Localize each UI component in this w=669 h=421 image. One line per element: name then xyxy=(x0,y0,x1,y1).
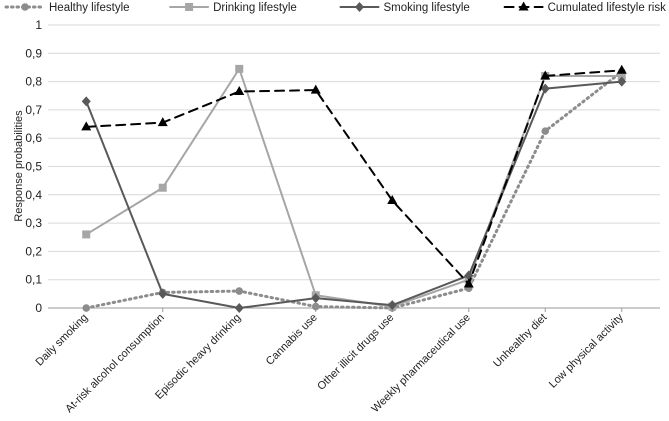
data-point xyxy=(81,121,92,131)
data-point xyxy=(310,84,321,94)
data-point xyxy=(617,71,626,80)
gridlines xyxy=(48,24,660,309)
data-point xyxy=(311,302,320,311)
data-point xyxy=(540,83,550,94)
data-point xyxy=(81,96,91,107)
legend-item: Cumulated lifestyle risk factors xyxy=(503,1,669,14)
x-tick-label: Other illicit drugs use xyxy=(315,312,396,393)
y-tick-label: 0,8 xyxy=(25,75,42,89)
data-point xyxy=(82,230,91,239)
legend-label: Healthy lifestyle xyxy=(49,2,130,14)
y-tick-label: 0,5 xyxy=(25,160,42,174)
data-point xyxy=(234,86,245,96)
data-point xyxy=(311,293,321,304)
legend-item: Smoking lifestyle xyxy=(339,2,470,14)
series-line xyxy=(85,69,623,285)
data-point xyxy=(540,70,551,80)
y-tick-label: 0,4 xyxy=(25,188,42,202)
series-cumulated-lifestyle-risk-factors xyxy=(81,64,627,288)
y-tick-label: 0,7 xyxy=(25,103,42,117)
series-line xyxy=(84,70,624,310)
x-tick-label: Cannabis use xyxy=(264,312,320,368)
data-point xyxy=(82,304,91,312)
y-tick-label: 0,3 xyxy=(25,216,42,230)
legend-label: Drinking lifestyle xyxy=(213,2,297,14)
data-point xyxy=(463,278,474,288)
x-tick-label: Unhealthy diet xyxy=(491,312,549,370)
legend-swatch-marker xyxy=(21,3,29,11)
data-point xyxy=(387,300,397,311)
series-layer xyxy=(81,64,627,313)
x-tick-label: Daily smoking xyxy=(33,312,90,369)
x-tick-label: Episodic heavy drinking xyxy=(153,312,243,402)
y-axis-label: Response probabilities xyxy=(13,110,25,222)
legend-swatch-marker xyxy=(355,2,364,12)
data-point xyxy=(158,183,167,192)
data-point xyxy=(541,127,550,135)
legend-swatch-marker xyxy=(518,1,529,11)
data-point xyxy=(235,287,244,295)
legend-swatch-marker xyxy=(185,3,194,11)
data-point xyxy=(157,117,168,127)
y-tick-label: 0,9 xyxy=(25,46,42,60)
y-tick-label: 0,1 xyxy=(25,273,42,287)
data-point xyxy=(158,288,168,299)
series-line xyxy=(85,80,623,309)
y-tick-label: 1 xyxy=(35,18,42,32)
legend-item: Drinking lifestyle xyxy=(169,2,297,14)
x-tick-label: Low physical activity xyxy=(547,311,626,390)
legend-label: Smoking lifestyle xyxy=(384,2,470,14)
legend: Healthy lifestyle Drinking lifestyle Smoki… xyxy=(4,1,669,14)
data-point xyxy=(617,76,627,87)
y-tick-labels: 0 0,1 0,2 0,3 0,4 0,5 0,6 0,7 0,8 0,9 1 xyxy=(25,18,42,315)
legend-label: Cumulated lifestyle risk factors xyxy=(548,2,669,14)
data-point xyxy=(234,303,244,313)
data-point xyxy=(387,194,398,204)
data-point xyxy=(616,64,627,74)
data-point xyxy=(235,64,244,73)
series-smoking-lifestyle xyxy=(81,76,627,313)
y-tick-label: 0 xyxy=(35,301,42,315)
y-tick-label: 0,2 xyxy=(25,244,42,258)
series-drinking-lifestyle xyxy=(82,64,626,311)
legend-item: Healthy lifestyle xyxy=(4,2,130,14)
y-tick-label: 0,6 xyxy=(25,131,42,145)
